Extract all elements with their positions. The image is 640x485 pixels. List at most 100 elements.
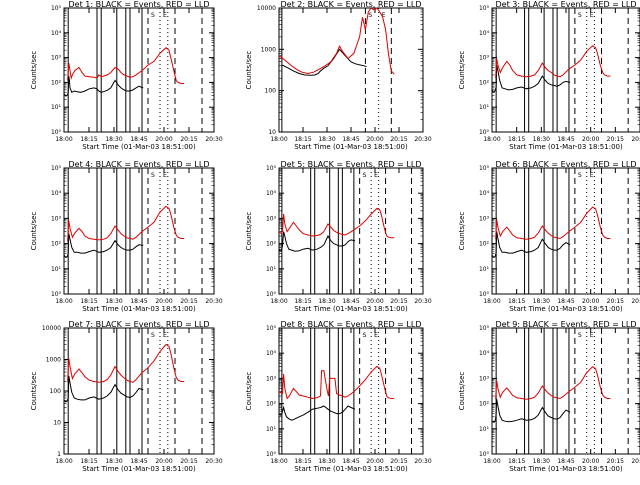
x-tick-label: 20:15 [390,458,407,465]
series-red-lld [67,205,184,242]
x-tick-label: 20:30 [414,458,431,465]
x-tick-label: 18:00 [270,458,287,465]
y-tick-label: 10² [266,401,277,408]
x-tick-label: 20:00 [366,298,383,305]
x-axis-label: Start Time (01-Mar-03 18:51:00) [82,465,196,473]
series-black-events [63,233,144,259]
panel-title: Det 6: BLACK = Events, RED = LLD [496,160,637,169]
series-black-events [281,48,367,76]
y-tick-label: 1000 [46,357,61,364]
x-tick-label: 18:30 [318,458,335,465]
x-tick-label: 18:45 [342,458,359,465]
y-tick-label: 10² [51,241,62,248]
y-tick-label: 10 [268,129,276,136]
panel-title: Det 4: BLACK = Events, RED = LLD [69,160,210,169]
y-tick-label: 10³ [51,55,62,62]
series-red-lld [67,343,184,383]
x-tick-label: 20:15 [180,298,197,305]
marker-label: S [363,172,367,179]
x-tick-label: 18:15 [80,136,97,143]
x-tick-label: 20:00 [366,458,383,465]
y-tick-label: 10² [479,241,490,248]
x-tick-label: 18:45 [130,136,147,143]
x-tick-label: 18:45 [557,298,574,305]
series-red-lld [495,366,611,400]
panel-title: Det 1: BLACK = Events, RED = LLD [69,0,210,9]
x-tick-label: 18:45 [557,458,574,465]
detector-panel-8: Det 8: BLACK = Events, RED = LLD 10⁰ 10¹ 10… [245,320,432,473]
x-tick-label: 18:00 [55,458,72,465]
y-tick-label: 10⁴ [266,350,277,357]
x-tick-label: 18:30 [533,298,550,305]
x-tick-label: 18:15 [294,458,311,465]
y-tick-label: 10000 [42,325,61,332]
marker-label: E [590,12,594,19]
x-tick-label: 20:00 [155,298,172,305]
x-tick-label: 20:30 [631,298,640,305]
y-tick-label: 10⁰ [479,451,490,458]
y-tick-label: 10³ [479,55,490,62]
y-tick-label: 10⁰ [266,451,277,458]
y-tick-label: 10 [53,420,61,427]
x-tick-label: 20:15 [607,136,624,143]
series-red-lld [67,47,184,84]
y-tick-label: 10¹ [266,266,277,273]
y-tick-label: 10⁵ [266,165,277,172]
x-tick-label: 20:30 [205,458,222,465]
series-black-events [278,231,356,253]
x-tick-label: 20:30 [205,298,222,305]
marker-label: S [578,172,582,179]
y-tick-label: 100 [50,388,62,395]
x-tick-label: 18:30 [318,136,335,143]
marker-label: S [151,172,155,179]
marker-label: S [363,332,367,339]
y-axis-label: Counts/sec [245,372,253,411]
marker-label: S [578,332,582,339]
x-tick-label: 18:30 [318,298,335,305]
y-axis-label: Counts/sec [245,212,253,251]
y-tick-label: 1 [57,451,61,458]
x-axis-label: Start Time (01-Mar-03 18:51:00) [294,305,408,313]
series-black-events [491,399,571,424]
marker-label: E [163,332,167,339]
x-tick-label: 18:00 [55,136,72,143]
x-tick-label: 18:45 [130,458,147,465]
marker-label: S [151,332,155,339]
y-tick-label: 10⁵ [479,165,490,172]
panel-title: Det 3: BLACK = Events, RED = LLD [496,0,637,9]
y-axis-label: Counts/sec [458,51,466,90]
series-black-events [491,64,571,94]
panel-title: Det 8: BLACK = Events, RED = LLD [281,320,422,329]
x-tick-label: 18:00 [483,458,500,465]
y-tick-label: 10⁰ [266,291,277,298]
marker-label: E [590,172,594,179]
series-red-lld [495,45,611,79]
y-tick-label: 10² [51,79,62,86]
x-tick-label: 20:15 [607,298,624,305]
y-tick-label: 10¹ [479,266,490,273]
y-tick-label: 10¹ [479,104,490,111]
x-tick-label: 18:30 [533,458,550,465]
x-tick-label: 18:30 [533,136,550,143]
x-tick-label: 20:00 [366,136,383,143]
x-tick-label: 20:30 [414,136,431,143]
y-axis-label: Counts/sec [458,372,466,411]
y-tick-label: 10⁵ [479,5,490,12]
y-tick-label: 10² [479,401,490,408]
x-tick-label: 18:15 [508,136,525,143]
x-tick-label: 20:15 [180,136,197,143]
series-black-events [63,375,144,403]
y-axis-label: Counts/sec [30,372,38,411]
y-tick-label: 10³ [266,215,277,222]
x-tick-label: 18:00 [270,136,287,143]
marker-label: S [151,12,155,19]
detector-panel-7: Det 7: BLACK = Events, RED = LLD 1 10 100 10… [30,320,223,473]
x-tick-label: 18:45 [130,298,147,305]
x-tick-label: 18:15 [294,136,311,143]
y-tick-label: 10⁴ [479,190,490,197]
detector-panel-6: Det 6: BLACK = Events, RED = LLD 10⁰ 10¹ 10… [458,160,640,313]
x-tick-label: 20:30 [205,136,222,143]
series-black-events [63,76,144,97]
y-tick-label: 10⁴ [479,30,490,37]
